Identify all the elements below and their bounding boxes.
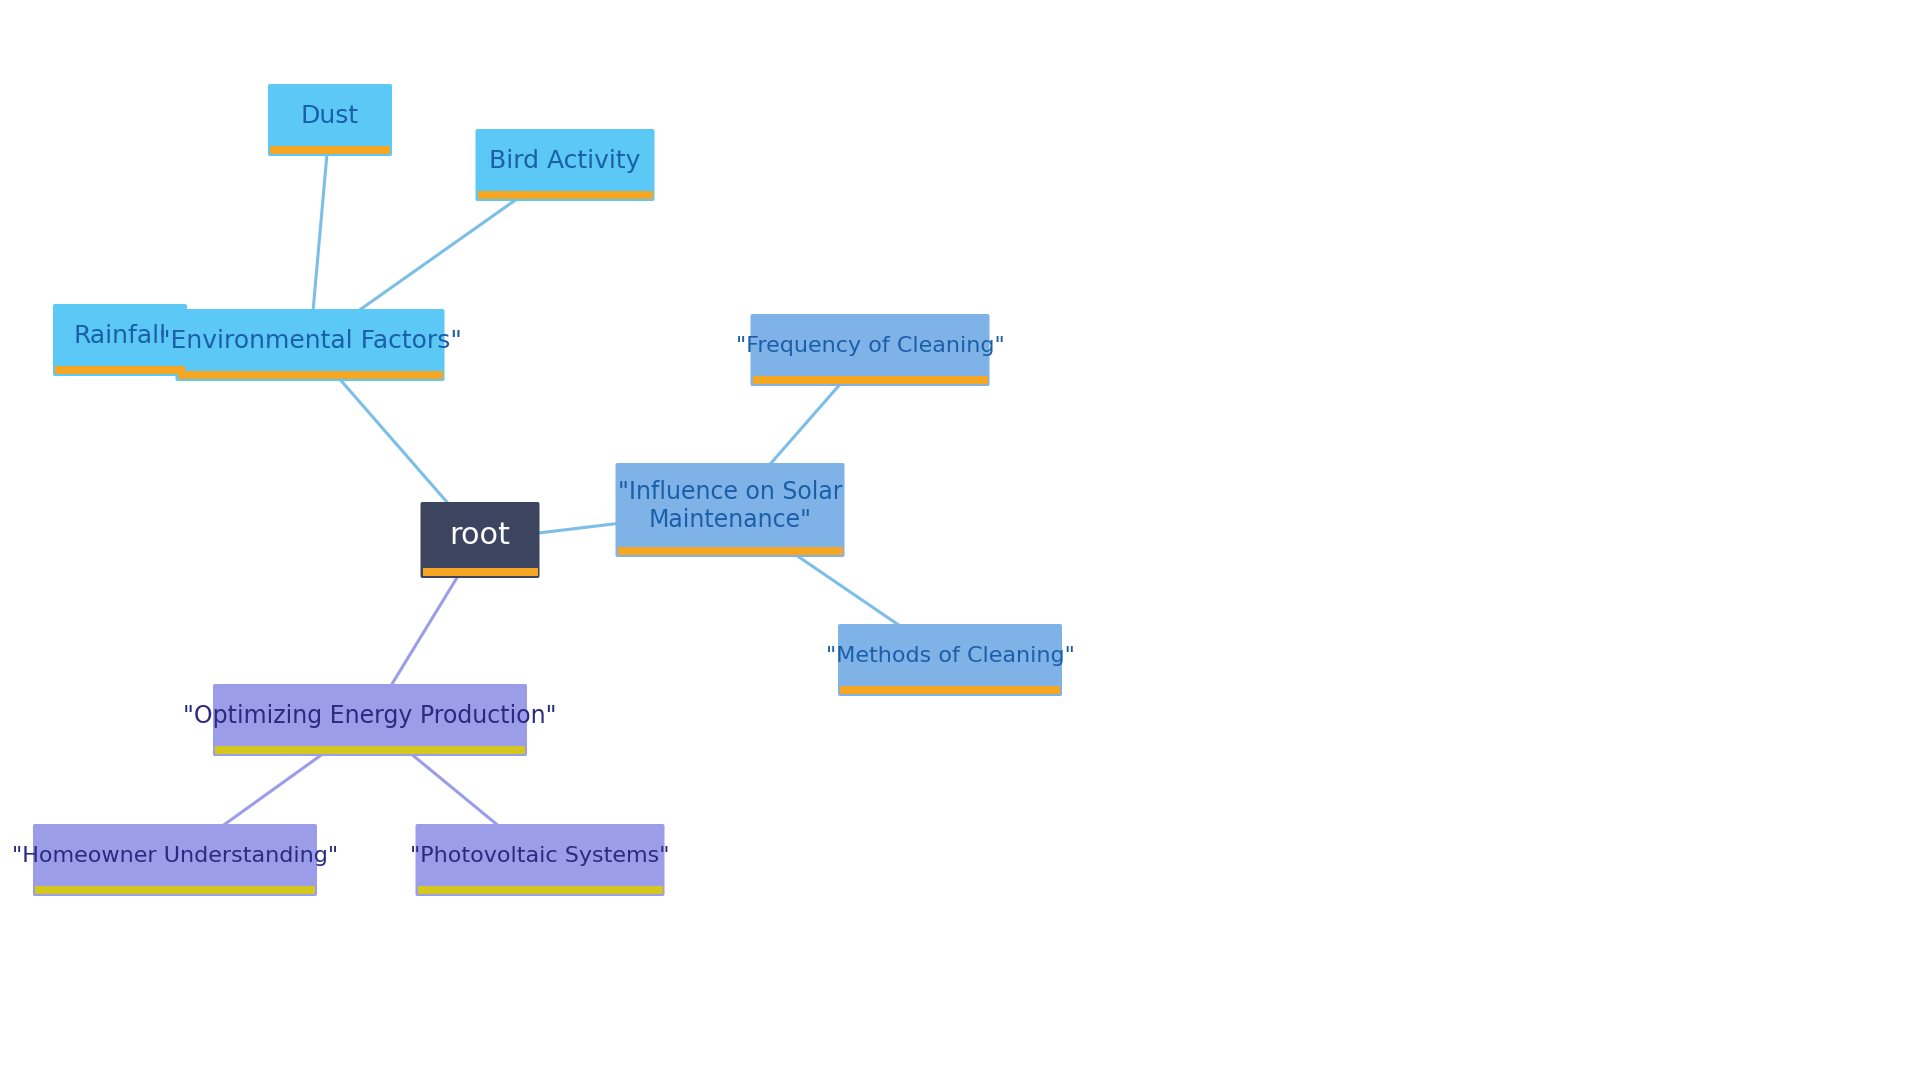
- FancyBboxPatch shape: [837, 624, 1062, 696]
- Text: "Frequency of Cleaning": "Frequency of Cleaning": [735, 336, 1004, 356]
- FancyBboxPatch shape: [213, 684, 526, 756]
- Bar: [618, 546, 843, 555]
- Text: Bird Activity: Bird Activity: [490, 149, 641, 173]
- Text: "Environmental Factors": "Environmental Factors": [159, 329, 461, 353]
- Text: Rainfall: Rainfall: [73, 324, 167, 348]
- Bar: [753, 376, 987, 384]
- Text: root: root: [449, 522, 511, 551]
- Bar: [215, 746, 524, 754]
- Text: "Methods of Cleaning": "Methods of Cleaning": [826, 646, 1075, 666]
- FancyBboxPatch shape: [476, 129, 655, 201]
- FancyBboxPatch shape: [415, 824, 664, 896]
- Text: Dust: Dust: [301, 104, 359, 129]
- Bar: [417, 886, 662, 894]
- Bar: [35, 886, 315, 894]
- Bar: [56, 366, 184, 374]
- Text: "Optimizing Energy Production": "Optimizing Energy Production": [182, 704, 557, 728]
- Text: "Photovoltaic Systems": "Photovoltaic Systems": [411, 846, 670, 866]
- Bar: [841, 686, 1060, 694]
- FancyBboxPatch shape: [616, 463, 845, 557]
- FancyBboxPatch shape: [420, 502, 540, 578]
- Bar: [271, 146, 390, 154]
- FancyBboxPatch shape: [33, 824, 317, 896]
- FancyBboxPatch shape: [269, 84, 392, 156]
- Bar: [422, 568, 538, 576]
- Text: "Influence on Solar
Maintenance": "Influence on Solar Maintenance": [618, 481, 843, 531]
- Bar: [478, 191, 653, 199]
- FancyBboxPatch shape: [175, 309, 445, 381]
- FancyBboxPatch shape: [54, 303, 186, 376]
- Text: "Homeowner Understanding": "Homeowner Understanding": [12, 846, 338, 866]
- Bar: [177, 372, 442, 379]
- FancyBboxPatch shape: [751, 314, 989, 386]
